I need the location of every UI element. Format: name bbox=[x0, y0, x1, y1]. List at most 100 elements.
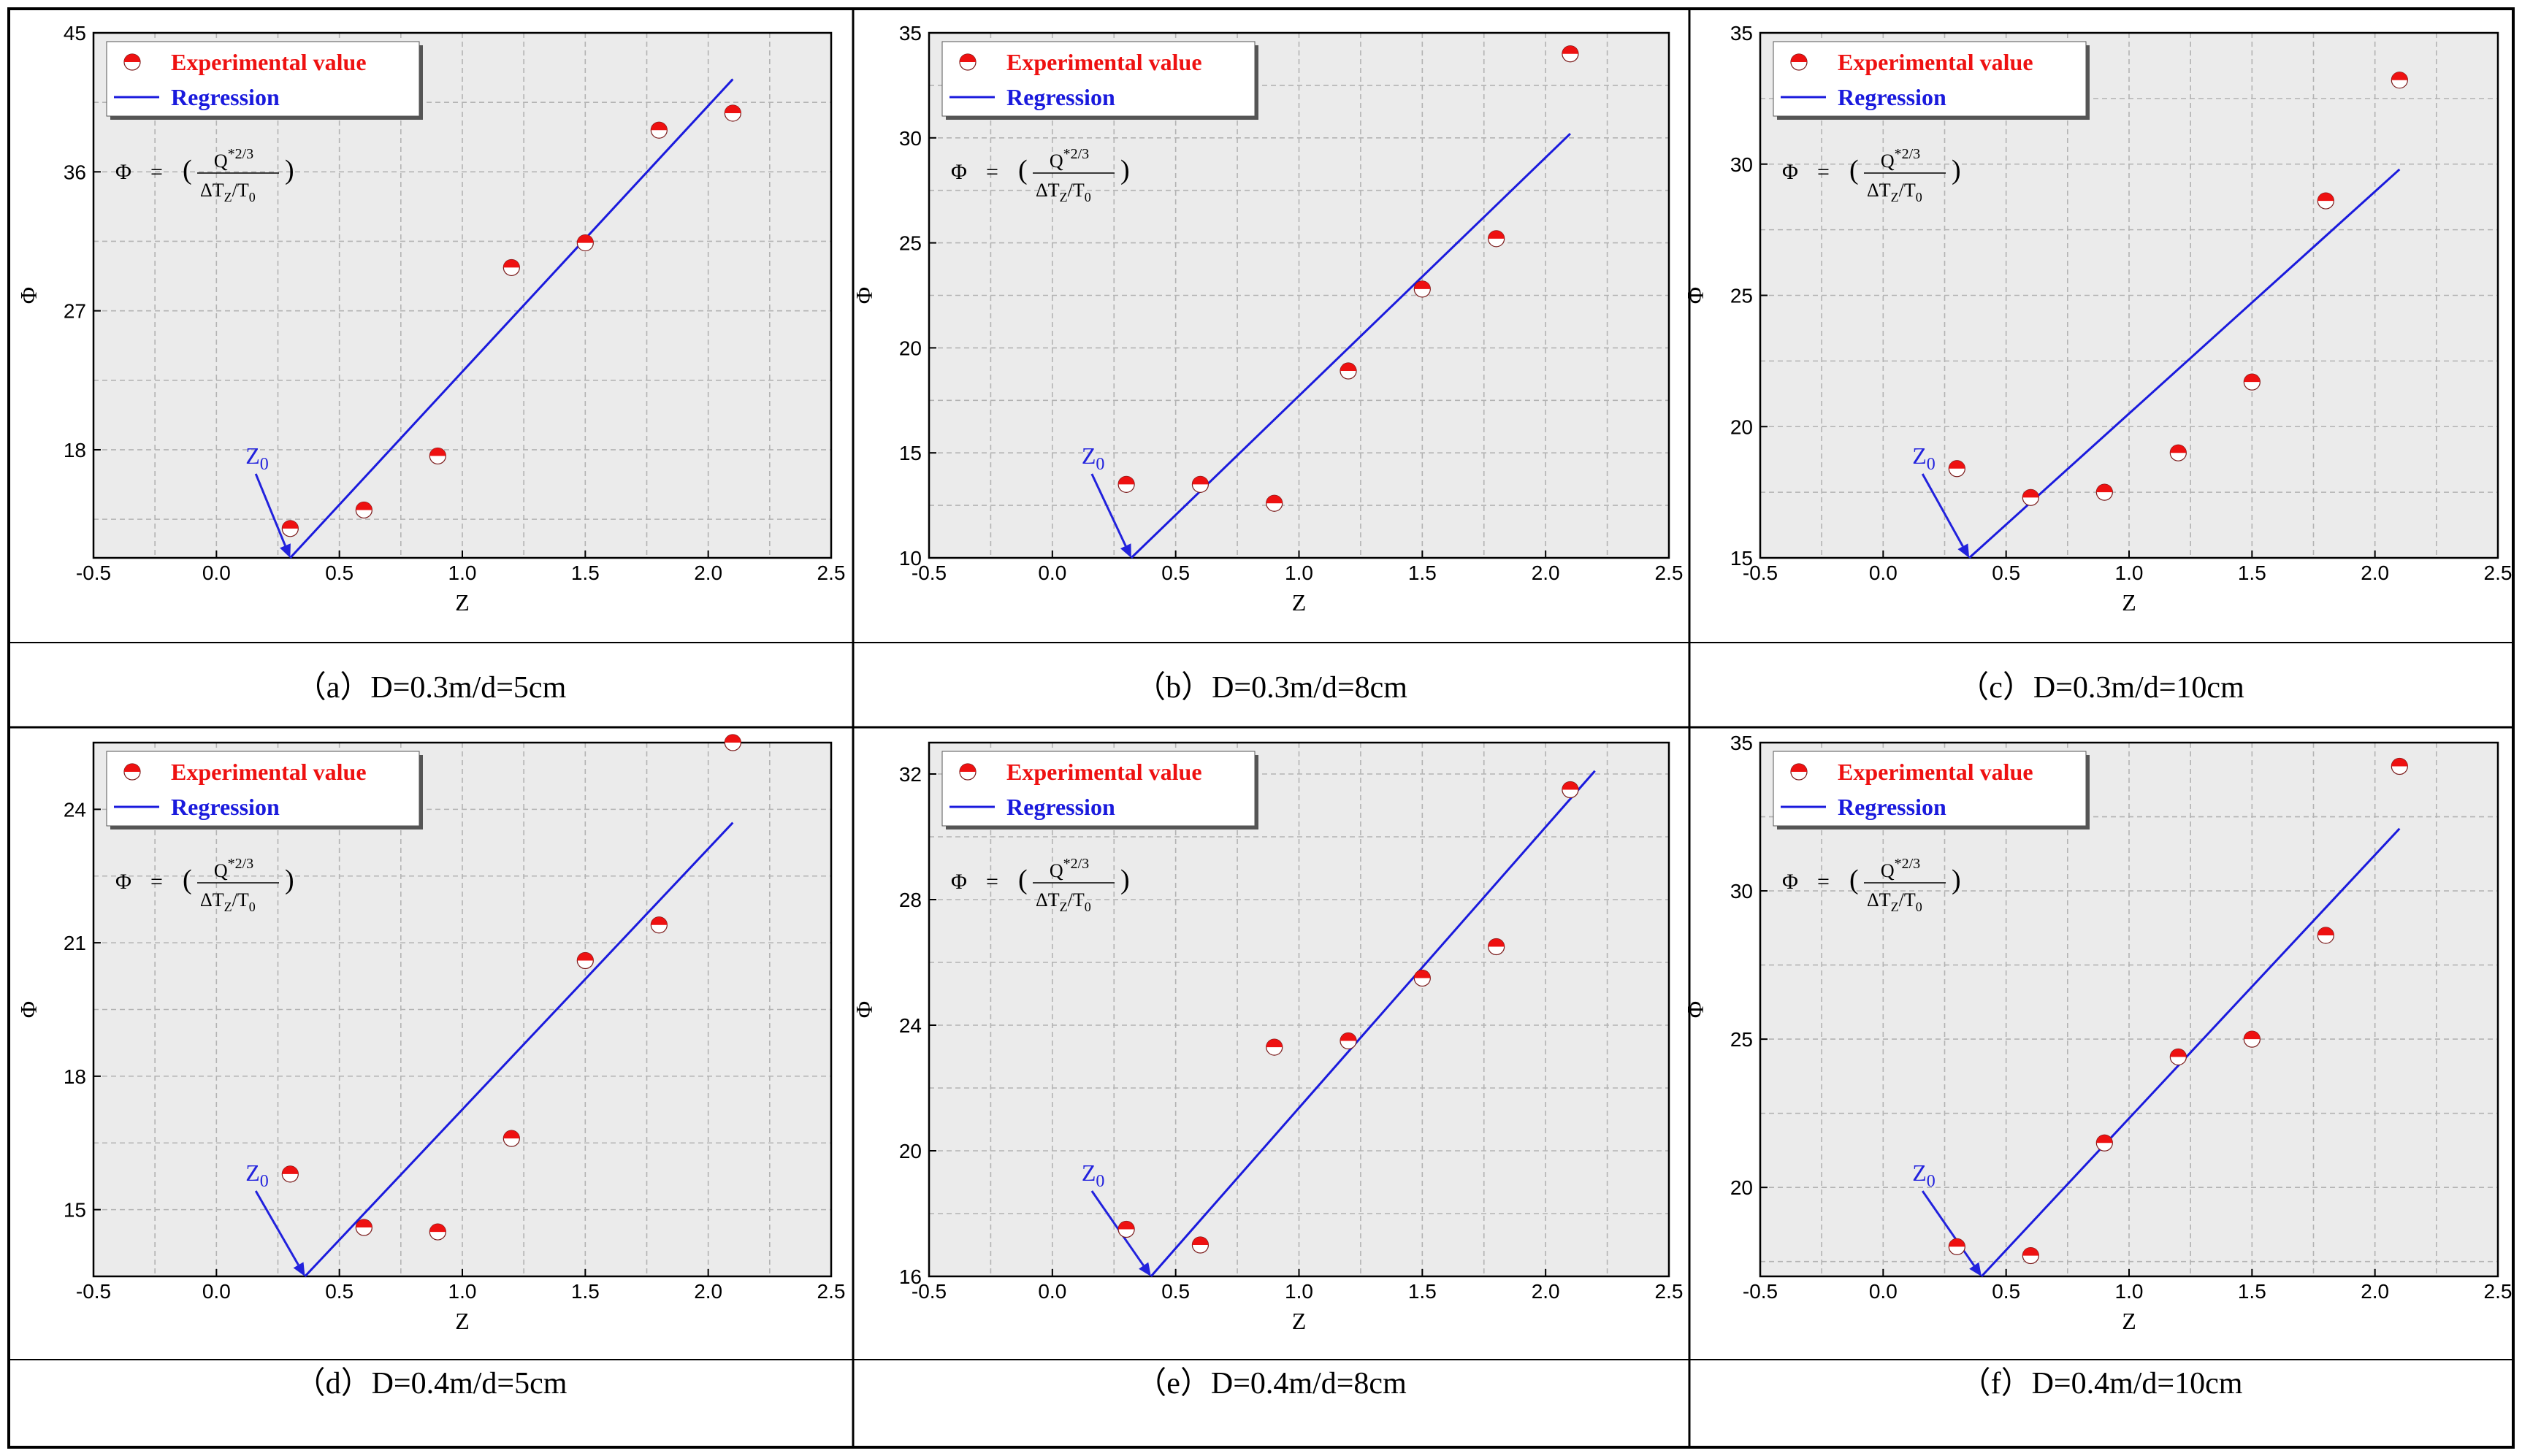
grid bbox=[928, 743, 1670, 1277]
data-point-fill bbox=[1192, 476, 1209, 485]
formula-den-sub-0: 0 bbox=[1916, 190, 1922, 204]
formula: Φ = (Q*2/3 ΔTZ/T0) bbox=[951, 856, 1130, 914]
y-tick-label: 25 bbox=[1730, 285, 1753, 307]
data-point-fill bbox=[503, 1130, 520, 1139]
x-axis-title: Z bbox=[1292, 1308, 1307, 1334]
y-tick-label: 18 bbox=[64, 439, 86, 461]
data-point bbox=[2391, 72, 2408, 89]
legend-point-fill bbox=[124, 764, 140, 772]
y-axis-title: Φ bbox=[1682, 287, 1708, 304]
x-tick-label: 0.5 bbox=[1161, 1280, 1190, 1303]
formula-eq: = bbox=[150, 870, 163, 894]
x-tick-label: -0.5 bbox=[912, 1280, 947, 1303]
formula-den-b: /T bbox=[1899, 889, 1916, 911]
formula-den-b: /T bbox=[232, 180, 249, 201]
legend-point-fill bbox=[960, 54, 976, 62]
data-point-fill bbox=[1562, 781, 1578, 790]
formula-den-b: /T bbox=[1068, 180, 1085, 201]
formula-eq: = bbox=[150, 160, 163, 184]
panel-caption: （f）D=0.4m/d=10cm bbox=[1960, 1367, 2243, 1401]
legend-point-marker bbox=[959, 53, 977, 71]
legend-point-marker bbox=[1790, 763, 1808, 781]
legend-point-marker bbox=[123, 763, 141, 781]
formula-denominator: ΔTZ/T0 bbox=[1036, 180, 1091, 204]
data-point bbox=[355, 501, 372, 519]
chart-panels: -0.5 0.0 0.5 1.0 1.5 2.0 2.518273645ZΦZ0Experi… bbox=[15, 22, 2512, 1401]
plot-area bbox=[93, 33, 831, 558]
legend-experimental-label: Experimental value bbox=[1838, 759, 2033, 785]
y-tick-label: 25 bbox=[1730, 1028, 1753, 1051]
formula-den-a: ΔT bbox=[1867, 889, 1891, 911]
legend-experimental-label: Experimental value bbox=[1006, 759, 1202, 785]
data-point-fill bbox=[282, 520, 299, 529]
formula-numerator-sup: *2/3 bbox=[1063, 856, 1090, 872]
formula-numerator: Q*2/3 bbox=[214, 856, 253, 881]
data-point-fill bbox=[725, 104, 741, 113]
data-point-fill bbox=[1266, 1039, 1283, 1048]
z0-arrow-line bbox=[1921, 1190, 1976, 1267]
x-tick-label: -0.5 bbox=[1743, 562, 1778, 584]
data-point bbox=[1948, 1238, 1965, 1255]
data-point-fill bbox=[1340, 363, 1357, 372]
formula-numerator-sup: *2/3 bbox=[228, 856, 254, 872]
data-point bbox=[576, 234, 594, 252]
legend-box bbox=[106, 751, 420, 827]
legend-box bbox=[941, 41, 1256, 117]
formula-lhs: Φ bbox=[1782, 870, 1798, 894]
z0-label-main: Z bbox=[1912, 1160, 1927, 1186]
data-point-fill bbox=[1192, 1237, 1209, 1245]
data-point-fill bbox=[651, 122, 668, 131]
legend-box bbox=[1773, 41, 2087, 117]
legend-regression-label: Regression bbox=[1838, 84, 1946, 110]
x-tick-label: 0.5 bbox=[1992, 562, 2020, 584]
z0-arrow-line bbox=[254, 473, 286, 546]
data-point bbox=[2022, 1246, 2039, 1265]
data-point bbox=[1266, 1038, 1283, 1056]
x-tick-label: 1.0 bbox=[2115, 562, 2144, 584]
legend-point-fill bbox=[1791, 764, 1807, 772]
x-tick-label: 0.0 bbox=[1038, 562, 1066, 584]
x-axis-title: Z bbox=[1292, 589, 1307, 616]
legend-experimental-label: Experimental value bbox=[1006, 49, 1202, 75]
z0-label-sub: 0 bbox=[260, 455, 269, 474]
formula-den-sub-0: 0 bbox=[249, 900, 256, 914]
formula-numerator: Q*2/3 bbox=[1881, 856, 1920, 881]
data-point bbox=[1413, 280, 1431, 298]
legend-experimental-label: Experimental value bbox=[171, 49, 367, 75]
data-point-fill bbox=[1414, 970, 1431, 978]
grid bbox=[1759, 32, 2499, 559]
z0-arrowhead bbox=[1139, 1262, 1151, 1276]
x-tick-label: 1.0 bbox=[1285, 1280, 1313, 1303]
legend-experimental-label: Experimental value bbox=[171, 759, 367, 785]
data-point bbox=[2317, 192, 2334, 210]
y-tick-label: 28 bbox=[899, 889, 922, 911]
x-axis-title: Z bbox=[455, 1308, 470, 1334]
data-point-fill bbox=[503, 259, 520, 268]
panel-caption: （e）D=0.4m/d=8cm bbox=[1136, 1367, 1407, 1401]
regression-line bbox=[1980, 827, 2401, 1278]
x-tick-label: 1.0 bbox=[448, 1280, 477, 1303]
data-point-fill bbox=[2096, 484, 2113, 493]
formula-lparen: ( bbox=[183, 865, 192, 895]
z0-label-main: Z bbox=[1082, 1160, 1096, 1186]
data-point bbox=[1562, 781, 1579, 799]
panel-caption: （a）D=0.3m/d=5cm bbox=[296, 671, 567, 705]
data-point-fill bbox=[2317, 193, 2334, 202]
chart-panel-d: -0.5 0.0 0.5 1.0 1.5 2.0 2.515182124ZΦZ0Experi… bbox=[15, 734, 845, 1401]
data-point bbox=[281, 520, 299, 537]
z0-label: Z0 bbox=[245, 1160, 269, 1191]
formula-rparen: ) bbox=[285, 865, 294, 895]
data-point-fill bbox=[356, 502, 372, 510]
y-tick-label: 25 bbox=[899, 232, 922, 255]
z0-arrowhead bbox=[293, 1262, 305, 1276]
y-tick-label: 27 bbox=[64, 300, 86, 323]
x-tick-label: 0.0 bbox=[1038, 1280, 1066, 1303]
formula-den-a: ΔT bbox=[1036, 180, 1060, 201]
data-point-fill bbox=[2391, 72, 2408, 80]
formula-denominator: ΔTZ/T0 bbox=[200, 180, 256, 204]
legend-regression-label: Regression bbox=[1838, 794, 1946, 820]
x-tick-label: 2.0 bbox=[1532, 562, 1560, 584]
formula-numerator-main: Q bbox=[214, 860, 228, 881]
data-point bbox=[1562, 45, 1579, 63]
x-tick-label: 2.0 bbox=[694, 562, 722, 584]
